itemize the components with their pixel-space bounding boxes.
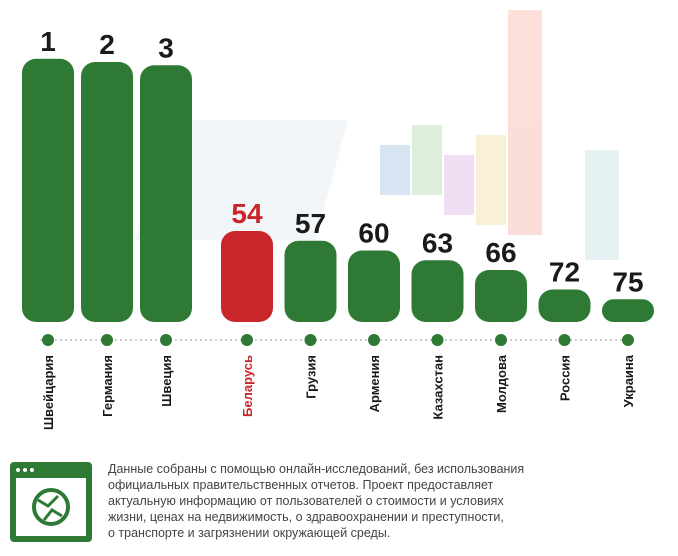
value-label: 75: [612, 266, 643, 297]
value-label: 2: [99, 29, 115, 60]
x-tick-label: Молдова: [494, 354, 509, 413]
value-label: 72: [549, 257, 580, 288]
bar: [22, 59, 74, 322]
axis-dot: [368, 334, 380, 346]
footer-text: актуальную информацию от пользователей о…: [108, 494, 504, 508]
footer-text: о транспорте и загрязнении окружающей ср…: [108, 526, 390, 540]
x-tick-label: Украина: [621, 354, 636, 407]
bar: [602, 299, 654, 322]
bar: [412, 260, 464, 322]
value-label: 54: [231, 198, 263, 229]
x-tick-label: Беларусь: [240, 355, 255, 417]
x-tick-label: Казахстан: [431, 355, 446, 420]
value-label: 63: [422, 227, 453, 258]
x-tick-label: Грузия: [304, 355, 319, 399]
x-tick-label: Германия: [100, 355, 115, 417]
value-label: 60: [358, 218, 389, 249]
axis-dot: [559, 334, 571, 346]
bar: [475, 270, 527, 322]
axis-dot: [432, 334, 444, 346]
axis-dot: [622, 334, 634, 346]
bar: [81, 62, 133, 322]
bar: [140, 65, 192, 322]
chart: 1 Швейцария 2 Германия 3 Швеция 54 Беларусь 57 Гр…: [0, 0, 678, 556]
x-tick-label: Армения: [367, 355, 382, 412]
page: 1 Швейцария 2 Германия 3 Швеция 54 Беларусь 57 Гр…: [0, 0, 678, 556]
value-label: 57: [295, 208, 326, 239]
x-tick-label: Швейцария: [41, 355, 56, 430]
axis-dot: [42, 334, 54, 346]
axis-dot: [101, 334, 113, 346]
bar: [539, 290, 591, 323]
axis-dot: [305, 334, 317, 346]
footer-text: официальных правительственных отчетов. П…: [108, 478, 493, 492]
value-label: 1: [40, 26, 56, 57]
footer-text: Данные собраны с помощью онлайн-исследов…: [108, 462, 524, 476]
footer-icon: [10, 462, 92, 542]
x-tick-label: Швеция: [159, 355, 174, 407]
axis-dot: [241, 334, 253, 346]
bar: [285, 241, 337, 322]
x-tick-label: Россия: [558, 355, 573, 401]
footer-text: жизни, ценах на недвижимость, о здравоох…: [108, 510, 504, 524]
value-label: 3: [158, 32, 174, 63]
value-label: 66: [485, 237, 516, 268]
bar: [348, 251, 400, 323]
axis-dot: [160, 334, 172, 346]
axis-dot: [495, 334, 507, 346]
bar: [221, 231, 273, 322]
